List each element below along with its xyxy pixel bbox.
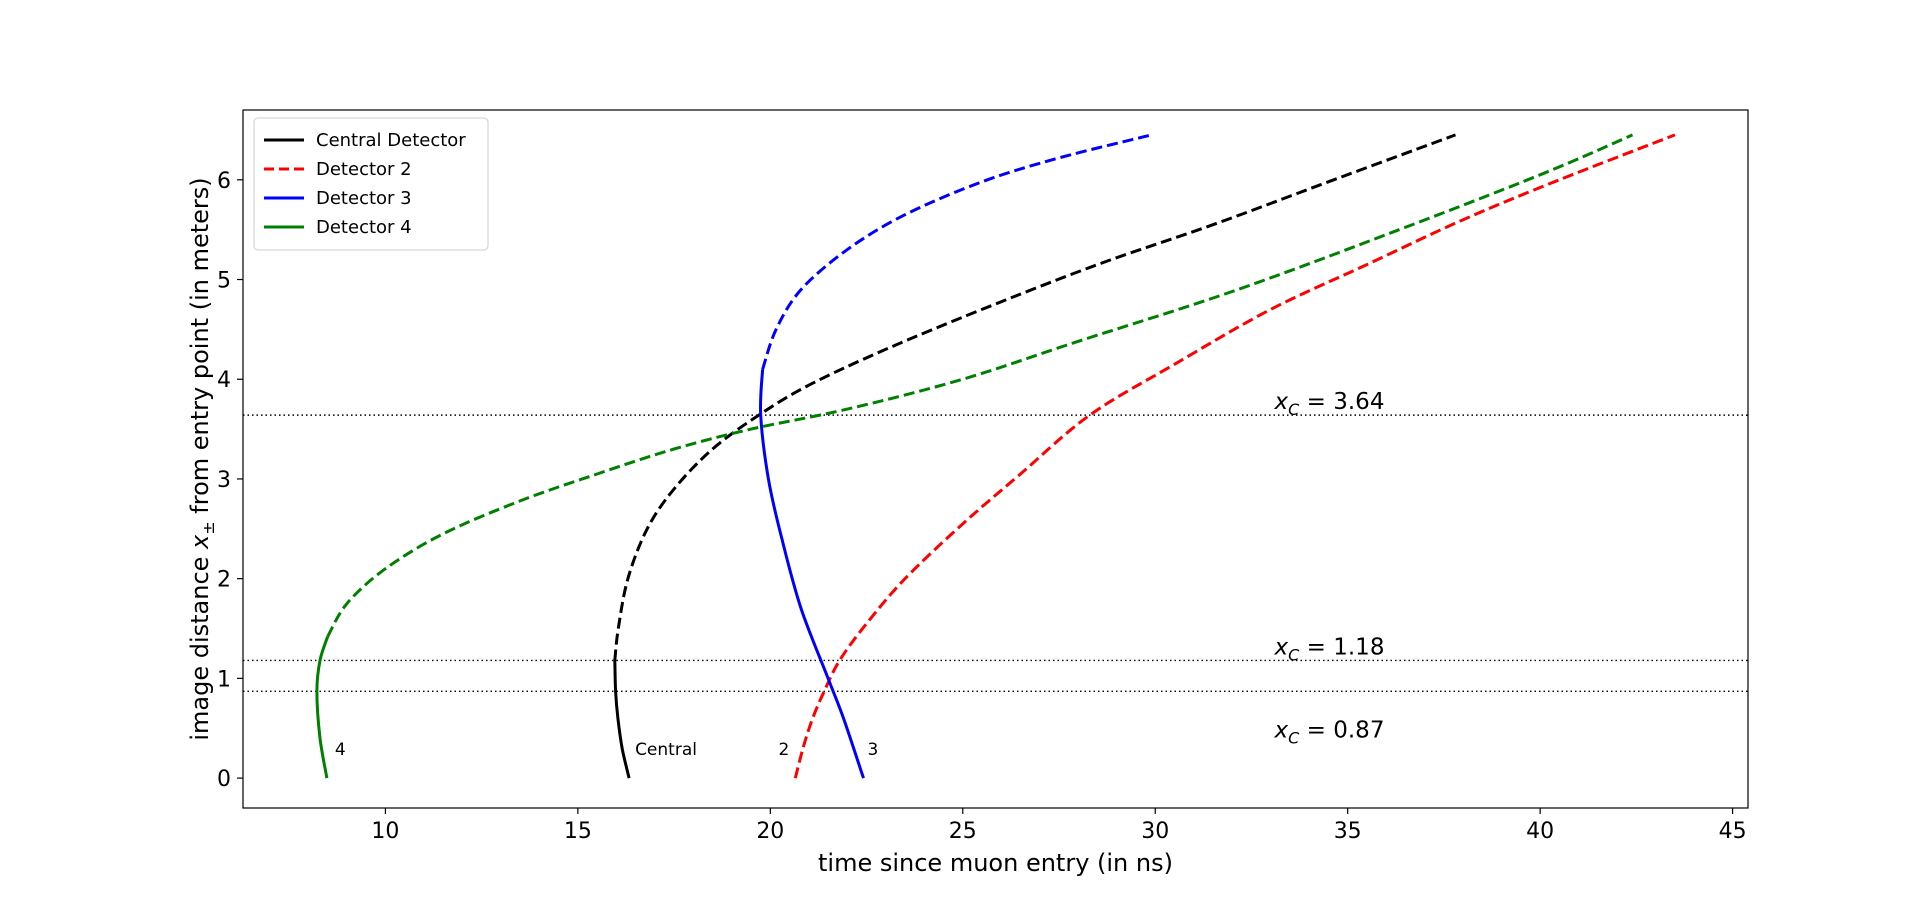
- y-tick-label: 0: [217, 767, 231, 792]
- series-central-detector-dashed-line: [613, 133, 1457, 661]
- y-tick-label: 4: [217, 368, 231, 393]
- curve-end-label: 2: [779, 740, 790, 760]
- y-axis-title-prefix: image distance: [186, 549, 214, 741]
- reference-label-variable: x: [1274, 389, 1289, 415]
- x-tick-label: 30: [1141, 819, 1169, 844]
- y-axis-title-subscript: ±: [199, 521, 218, 534]
- legend-entry: Detector 2: [316, 159, 412, 180]
- curve-end-label: Central: [635, 740, 697, 760]
- y-tick-label: 3: [217, 468, 231, 493]
- reference-label-variable: x: [1274, 634, 1289, 660]
- x-tick-label: 25: [949, 819, 977, 844]
- reference-label-value: = 1.18: [1299, 634, 1384, 660]
- series-detector-4-dashed-line: [326, 133, 1634, 638]
- legend: Central Detector Detector 2 Detector 3 Dete…: [253, 117, 489, 251]
- curve-end-labels: Central 2 3 4: [335, 740, 878, 760]
- reference-label-value: = 0.87: [1299, 717, 1384, 743]
- y-tick-label: 1: [217, 667, 231, 692]
- reference-label-value: = 3.64: [1299, 389, 1384, 415]
- x-tick-label: 15: [564, 819, 592, 844]
- legend-box: [253, 117, 489, 251]
- series-detector-3-solid-line: [758, 369, 865, 779]
- reference-label-subscript: C: [1288, 728, 1300, 747]
- x-axis: 10 15 20 25 30 35 40 45: [371, 808, 1747, 844]
- reference-label-variable: x: [1274, 717, 1289, 743]
- reference-label: xC = 3.64: [1274, 389, 1385, 419]
- legend-entry: Central Detector: [316, 130, 466, 151]
- x-tick-label: 20: [756, 819, 784, 844]
- reference-label: xC = 0.87: [1274, 717, 1385, 747]
- reference-label-subscript: C: [1288, 645, 1300, 664]
- x-tick-label: 10: [371, 819, 399, 844]
- y-axis: 0 1 2 3 4 5 6: [217, 169, 243, 792]
- y-axis-title: image distance x± from entry point (in m…: [186, 177, 218, 740]
- x-tick-label: 45: [1719, 819, 1747, 844]
- y-axis-title-suffix: from entry point (in meters): [186, 177, 214, 521]
- series-layer: [315, 133, 1676, 779]
- reference-label: xC = 1.18: [1274, 634, 1385, 664]
- curve-end-label: 4: [335, 740, 346, 760]
- series-central-detector-solid-line: [613, 660, 631, 779]
- y-axis-title-variable: x: [186, 534, 214, 550]
- y-tick-label: 6: [217, 169, 231, 194]
- legend-entry: Detector 3: [316, 188, 412, 209]
- series-detector-4-solid-line: [315, 636, 330, 779]
- curve-end-label: 3: [867, 740, 878, 760]
- y-tick-label: 5: [217, 269, 231, 294]
- reference-label-subscript: C: [1288, 400, 1300, 419]
- series-detector-2-dashed-line: [793, 133, 1676, 779]
- y-tick-label: 2: [217, 568, 231, 593]
- x-tick-label: 35: [1334, 819, 1362, 844]
- plot-frame: [242, 109, 1749, 809]
- series-detector-3-dashed-line: [761, 133, 1152, 370]
- legend-entry: Detector 4: [316, 217, 412, 238]
- x-axis-title: time since muon entry (in ns): [818, 849, 1173, 877]
- x-tick-label: 40: [1526, 819, 1554, 844]
